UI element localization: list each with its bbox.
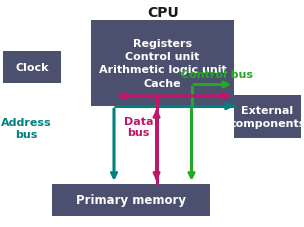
FancyBboxPatch shape [234, 95, 301, 138]
Text: Primary memory: Primary memory [76, 193, 186, 206]
Text: Registers
Control unit
Arithmetic logic unit
Cache: Registers Control unit Arithmetic logic … [99, 39, 226, 88]
Text: Address
bus: Address bus [1, 118, 51, 139]
Text: External
components: External components [229, 105, 304, 128]
Text: CPU: CPU [147, 5, 178, 20]
FancyBboxPatch shape [91, 20, 234, 107]
Text: Clock: Clock [15, 63, 49, 73]
FancyBboxPatch shape [52, 184, 210, 216]
FancyBboxPatch shape [3, 52, 61, 84]
Text: Data
bus: Data bus [123, 116, 153, 138]
Text: Control bus: Control bus [181, 70, 253, 80]
